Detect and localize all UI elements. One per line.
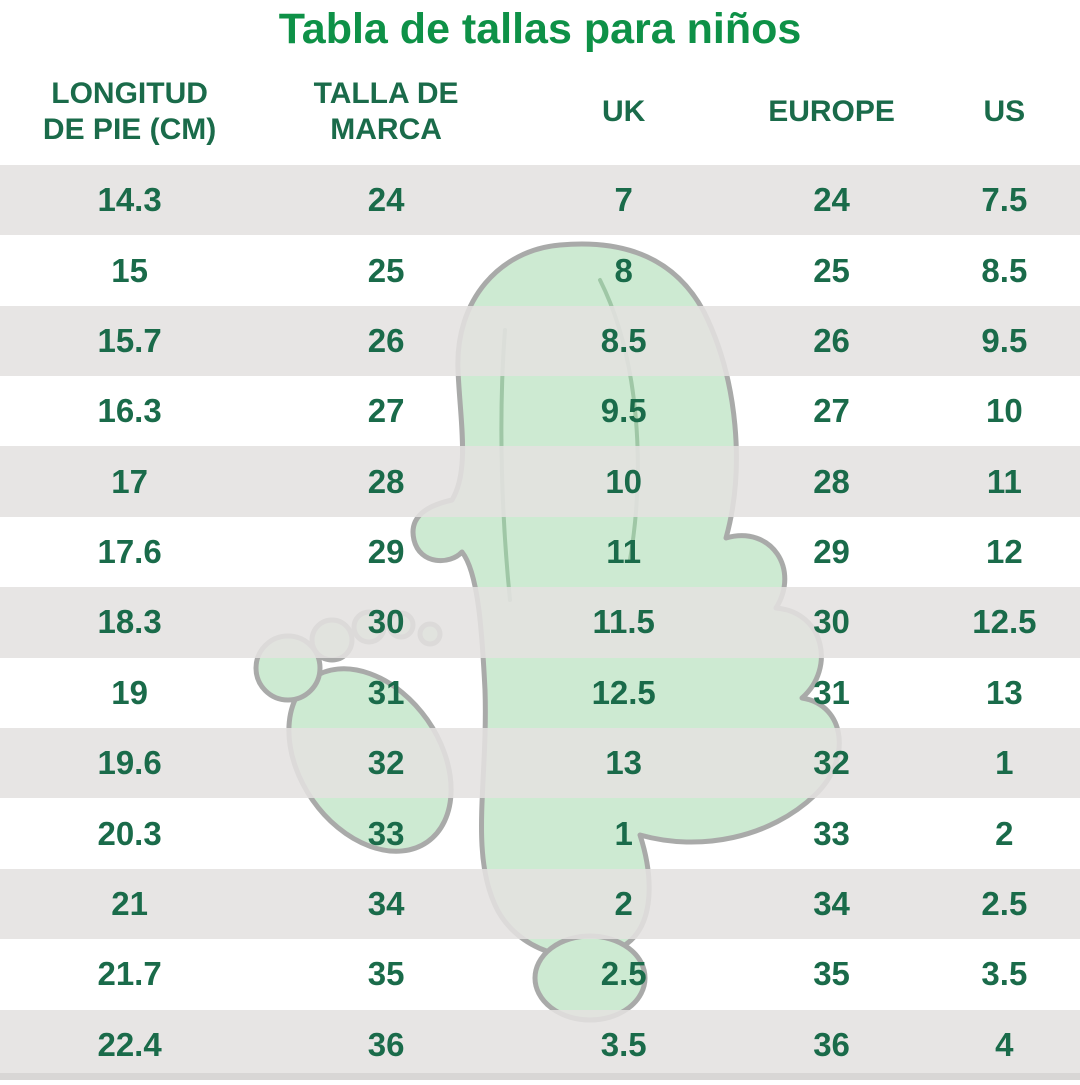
- table-cell-brand-size: 29: [367, 533, 405, 571]
- table-cell-uk: 9.5: [600, 392, 647, 430]
- next-row-edge: [0, 1073, 1080, 1080]
- table-cell-foot-length: 18.3: [97, 603, 162, 641]
- table-cell-brand-size: 31: [367, 673, 405, 711]
- table-cell-brand-size: 27: [367, 392, 405, 430]
- table-row: 20.3 33 1 33 2: [0, 798, 1080, 868]
- table-cell-brand-size: 33: [367, 814, 405, 852]
- table-cell-foot-length: 21: [111, 885, 148, 923]
- table-row: 14.3 24 7 24 7.5: [0, 164, 1080, 236]
- table-cell-uk: 13: [605, 744, 643, 782]
- table-cell-us: 2.5: [981, 885, 1028, 923]
- table-cell-us: 13: [986, 673, 1023, 711]
- table-cell-uk: 8: [614, 251, 633, 289]
- table-cell-us: 8.5: [981, 251, 1028, 289]
- table-cell-foot-length: 21.7: [97, 955, 162, 993]
- column-header-us: US: [983, 95, 1026, 129]
- table-cell-europe: 31: [813, 673, 850, 711]
- table-cell-foot-length: 22.4: [97, 1025, 162, 1063]
- table-row: 17 28 10 28 11: [0, 446, 1080, 517]
- table-cell-brand-size: 34: [367, 885, 405, 923]
- table-row: 17.6 29 11 29 12: [0, 517, 1080, 587]
- table-cell-brand-size: 32: [367, 744, 405, 782]
- table-cell-uk: 1: [614, 814, 633, 852]
- table-cell-foot-length: 20.3: [97, 814, 162, 852]
- table-cell-foot-length: 14.3: [97, 181, 162, 219]
- table-cell-uk: 10: [605, 462, 643, 500]
- table-cell-foot-length: 15.7: [97, 321, 162, 359]
- column-header-europe: EUROPE: [768, 95, 895, 129]
- table-cell-europe: 30: [813, 603, 850, 641]
- table-cell-uk: 8.5: [600, 321, 647, 359]
- table-cell-brand-size: 35: [367, 955, 405, 993]
- column-header-brand-size: TALLA DE MARCA: [313, 77, 459, 147]
- table-cell-europe: 35: [813, 955, 850, 993]
- table-cell-europe: 25: [813, 251, 850, 289]
- table-cell-europe: 29: [813, 533, 850, 571]
- page-title: Tabla de tallas para niños: [278, 5, 802, 54]
- table-cell-uk: 2: [614, 885, 633, 923]
- table-cell-us: 2: [995, 814, 1014, 852]
- table-cell-us: 4: [995, 1025, 1014, 1063]
- table-cell-europe: 34: [813, 885, 850, 923]
- table-cell-brand-size: 26: [367, 321, 405, 359]
- table-cell-brand-size: 28: [367, 462, 405, 500]
- table-row: 21.7 35 2.5 35 3.5: [0, 939, 1080, 1009]
- table-cell-us: 3.5: [981, 955, 1028, 993]
- table-cell-us: 7.5: [981, 181, 1028, 219]
- table-cell-uk: 11: [606, 533, 642, 571]
- column-header-foot-length: LONGITUD DE PIE (CM): [42, 77, 217, 147]
- table-cell-foot-length: 19: [111, 673, 148, 711]
- table-row: 16.3 27 9.5 27 10: [0, 376, 1080, 446]
- table-row: 19 31 12.5 31 13: [0, 658, 1080, 728]
- table-cell-uk: 11.5: [592, 603, 655, 641]
- table-cell-brand-size: 36: [367, 1025, 405, 1063]
- table-cell-us: 9.5: [981, 321, 1028, 359]
- table-cell-uk: 2.5: [600, 955, 647, 993]
- table-row: 18.3 30 11.5 30 12.5: [0, 587, 1080, 658]
- table-cell-foot-length: 17: [111, 462, 148, 500]
- table-cell-us: 1: [995, 744, 1014, 782]
- table-cell-us: 12.5: [972, 603, 1037, 641]
- table-cell-europe: 32: [813, 744, 850, 782]
- table-cell-foot-length: 16.3: [97, 392, 162, 430]
- table-row: 19.6 32 13 32 1: [0, 728, 1080, 799]
- table-cell-foot-length: 17.6: [97, 533, 162, 571]
- table-cell-brand-size: 24: [367, 181, 405, 219]
- table-cell-europe: 28: [813, 462, 850, 500]
- table-cell-europe: 33: [813, 814, 850, 852]
- table-cell-europe: 24: [813, 181, 850, 219]
- table-cell-us: 10: [986, 392, 1023, 430]
- table-cell-foot-length: 15: [111, 251, 148, 289]
- table-cell-foot-length: 19.6: [97, 744, 162, 782]
- table-row: 15 25 8 25 8.5: [0, 235, 1080, 305]
- table-cell-brand-size: 30: [367, 603, 405, 641]
- table-cell-brand-size: 25: [367, 251, 405, 289]
- table-header-row: LONGITUD DE PIE (CM) TALLA DE MARCA UK E…: [0, 60, 1080, 165]
- table-cell-uk: 3.5: [600, 1025, 647, 1063]
- column-header-uk: UK: [602, 95, 646, 129]
- table-row: 15.7 26 8.5 26 9.5: [0, 305, 1080, 377]
- table-cell-europe: 26: [813, 321, 850, 359]
- table-cell-uk: 7: [614, 181, 633, 219]
- table-cell-europe: 27: [813, 392, 850, 430]
- table-cell-us: 11: [986, 462, 1022, 500]
- table-cell-europe: 36: [813, 1025, 850, 1063]
- table-cell-us: 12: [986, 533, 1023, 571]
- table-row: 21 34 2 34 2.5: [0, 868, 1080, 940]
- size-table-body: 14.3 24 7 24 7.5 15 25 8 25 8.5 15.7 26 …: [0, 164, 1080, 1080]
- table-row: 22.4 36 3.5 36 4: [0, 1009, 1080, 1080]
- table-cell-uk: 12.5: [591, 673, 656, 711]
